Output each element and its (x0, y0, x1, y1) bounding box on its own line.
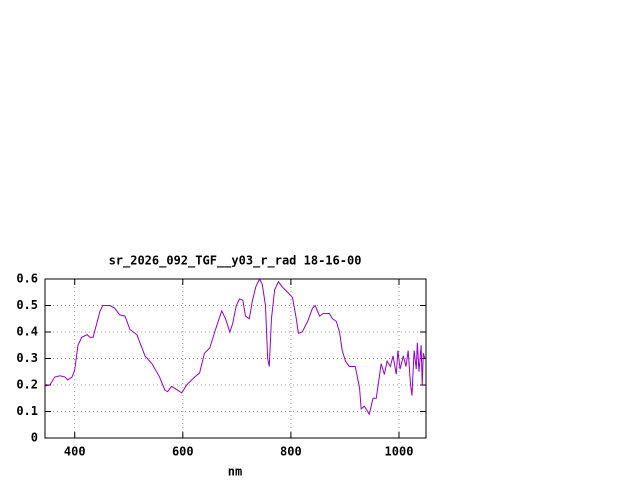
y-tick-label: 0.2 (16, 378, 38, 392)
y-tick-label: 0.5 (16, 298, 38, 312)
x-tick-label: 1000 (385, 445, 414, 459)
y-tick-label: 0.6 (16, 272, 38, 286)
x-tick-label: 800 (280, 445, 302, 459)
x-axis-label: nm (228, 465, 242, 479)
data-line (44, 277, 426, 416)
x-tick-label: 400 (64, 445, 86, 459)
y-tick-label: 0.3 (16, 351, 38, 365)
x-tick-label: 600 (172, 445, 194, 459)
plot-frame (44, 278, 427, 439)
chart-title: sr_2026_092_TGF__y03_r_rad 18-16-00 (109, 254, 362, 269)
y-tick-label: 0 (31, 431, 38, 445)
y-tick-label: 0.1 (16, 404, 38, 418)
y-tick-label: 0.4 (16, 325, 38, 339)
